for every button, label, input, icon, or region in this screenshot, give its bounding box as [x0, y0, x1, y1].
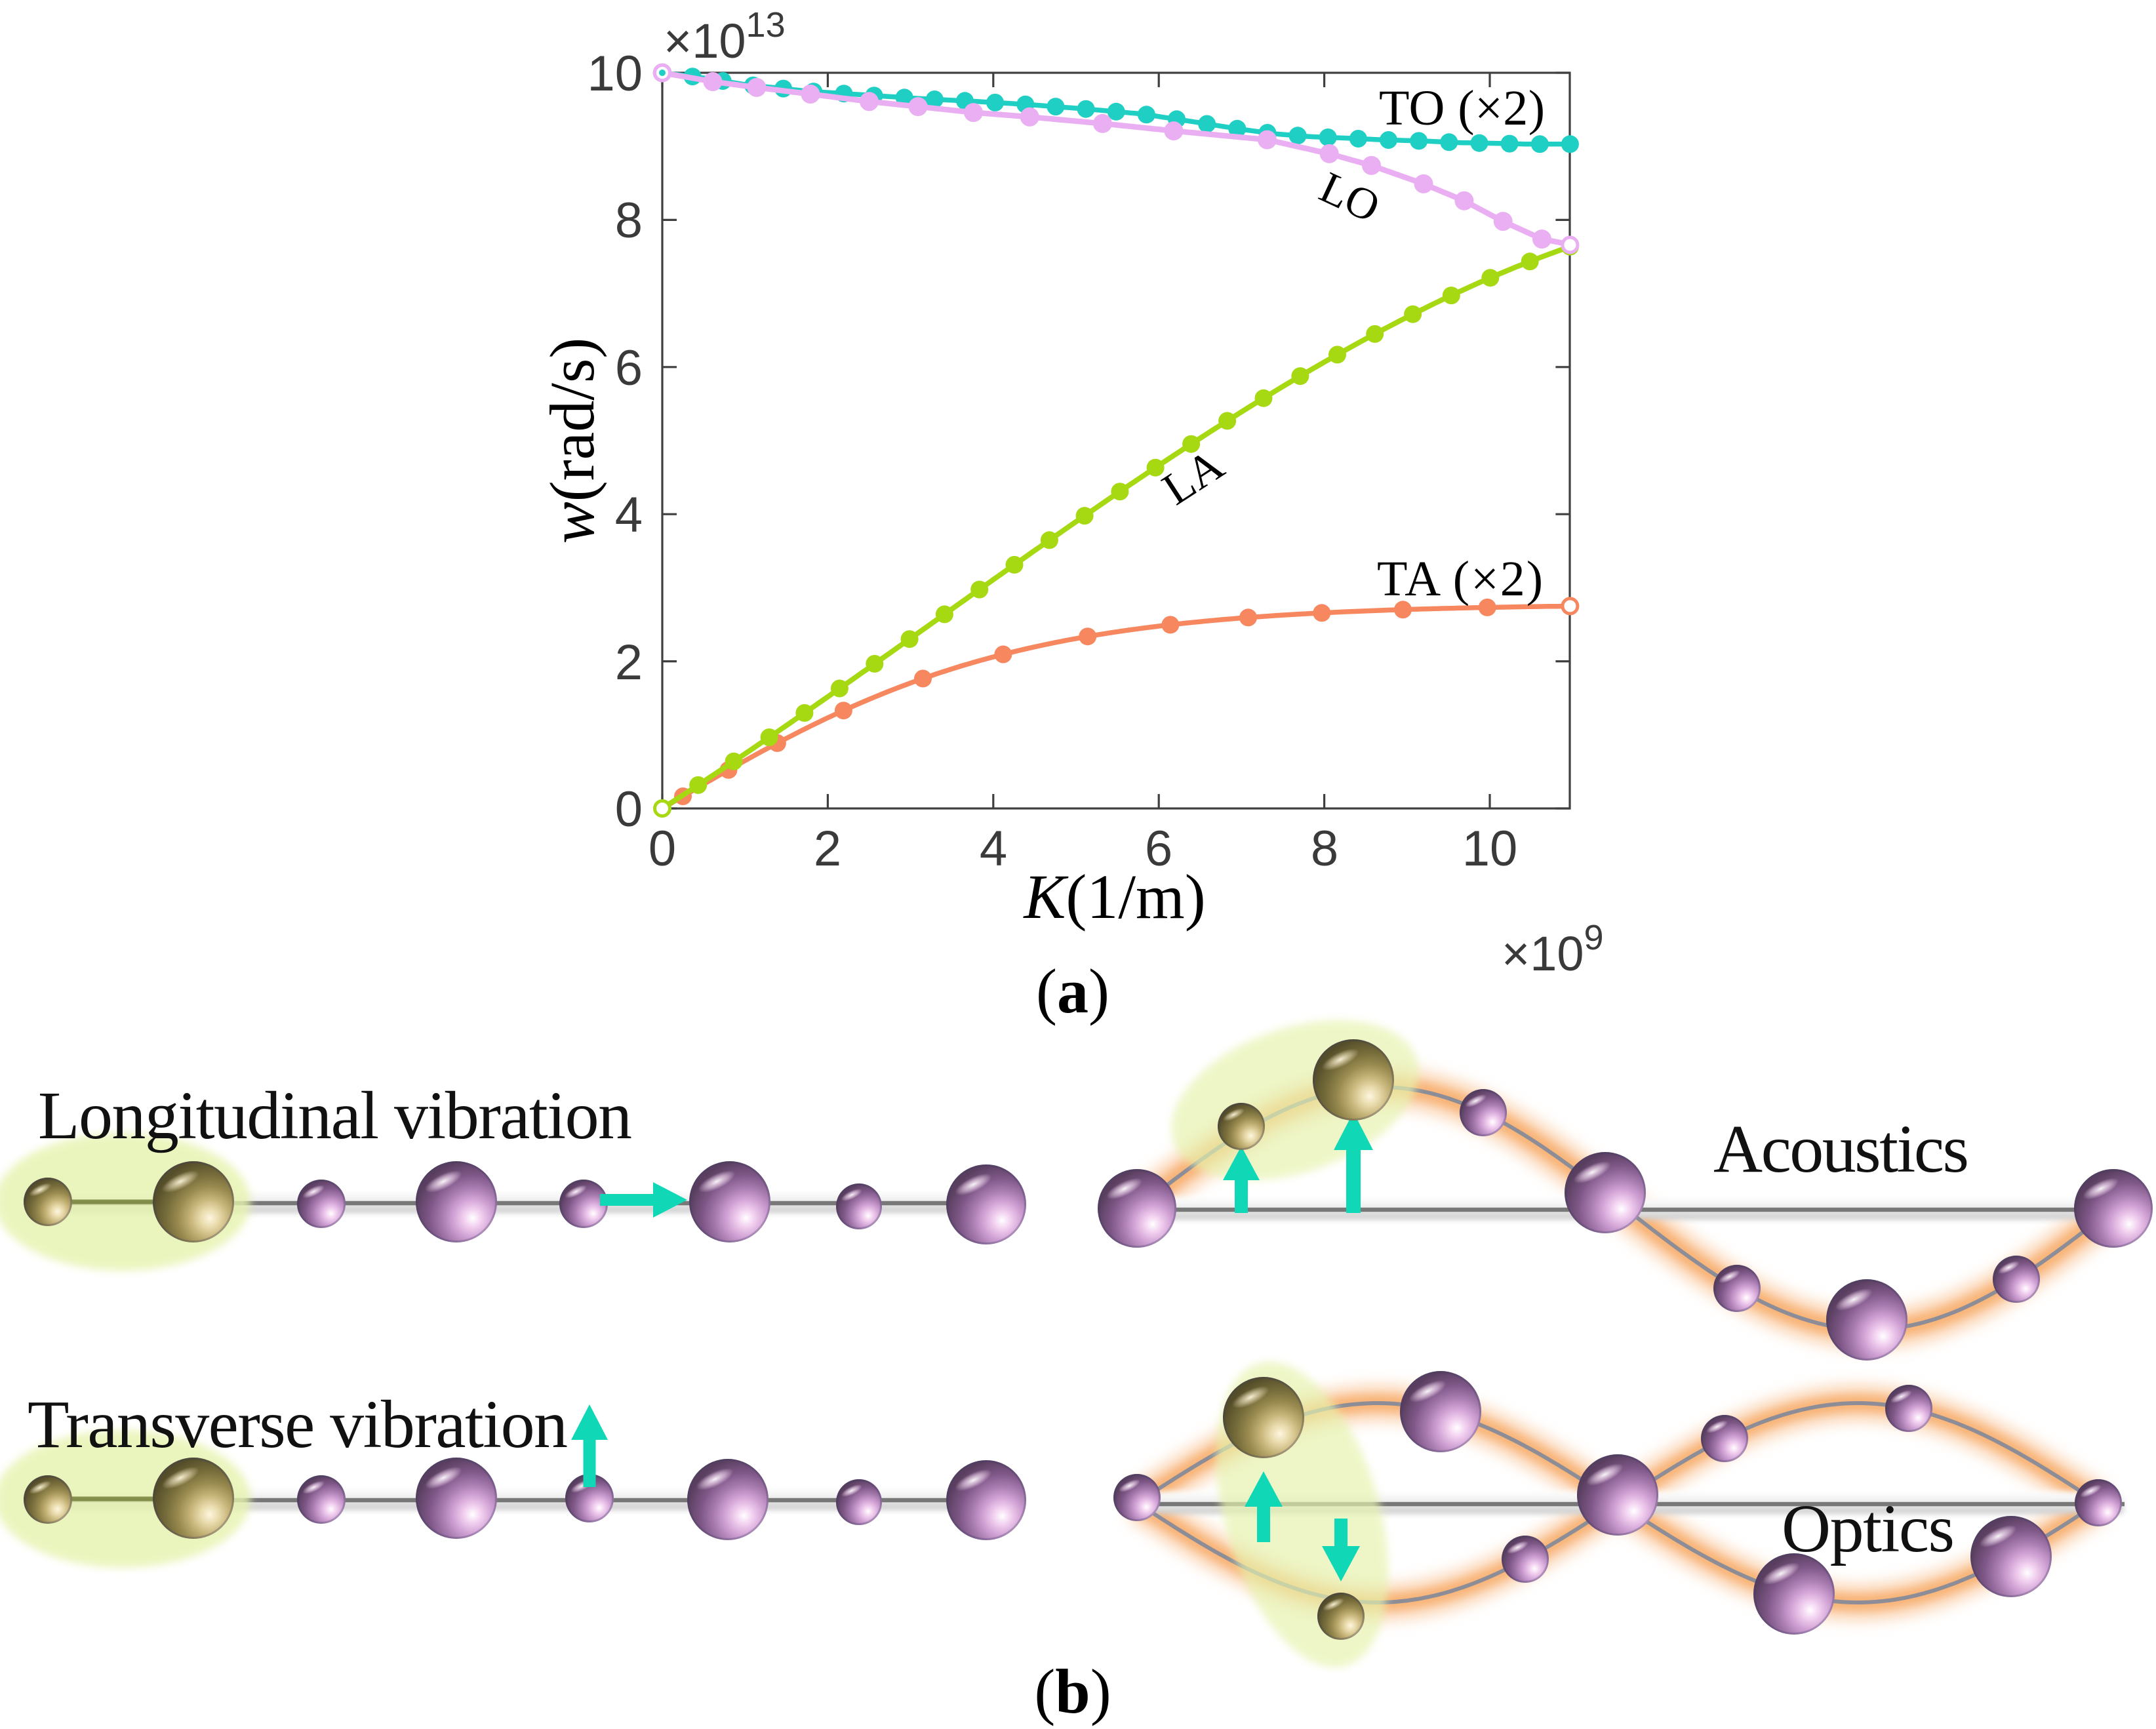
svg-text:2: 2 [814, 821, 841, 877]
svg-text:6: 6 [1145, 821, 1172, 877]
svg-text:TO (×2): TO (×2) [1379, 81, 1545, 136]
svg-text:6: 6 [615, 340, 643, 396]
svg-text:(b): (b) [1034, 1656, 1111, 1726]
svg-text:4: 4 [615, 487, 643, 543]
svg-text:2: 2 [615, 635, 643, 690]
svg-text:8: 8 [615, 193, 643, 248]
svg-text:Acoustics: Acoustics [1713, 1111, 1969, 1187]
svg-text:w(rad/s): w(rad/s) [537, 338, 607, 544]
svg-text:10: 10 [587, 46, 643, 102]
svg-text:Optics: Optics [1782, 1491, 1955, 1566]
svg-text:0: 0 [615, 782, 643, 837]
svg-text:(a): (a) [1036, 956, 1109, 1026]
svg-text:Longitudinal vibration: Longitudinal vibration [38, 1078, 632, 1153]
svg-text:K(1/m): K(1/m) [1022, 862, 1205, 932]
svg-text:TA (×2): TA (×2) [1377, 551, 1543, 606]
svg-text:4: 4 [980, 821, 1007, 877]
svg-text:Transverse vibration: Transverse vibration [28, 1387, 568, 1462]
svg-text:8: 8 [1311, 821, 1338, 877]
svg-text:0: 0 [649, 821, 676, 877]
svg-text:10: 10 [1462, 821, 1518, 877]
